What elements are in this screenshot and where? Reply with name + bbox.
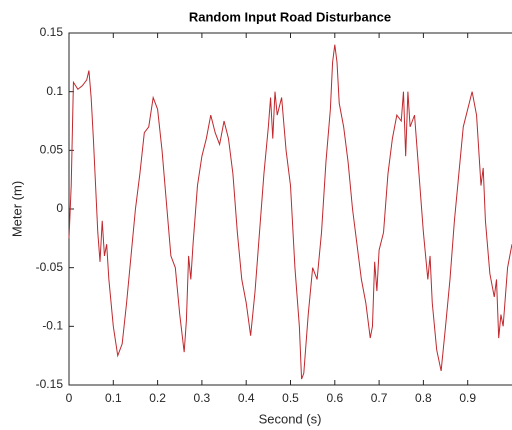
x-tick-label: 0.1 — [105, 391, 122, 405]
data-line — [68, 44, 512, 380]
x-tick-label: 0.4 — [238, 391, 255, 405]
x-tick-label: 0.2 — [149, 391, 166, 405]
x-tick-label: 0.5 — [282, 391, 299, 405]
y-tick-label: -0.15 — [36, 377, 64, 391]
y-tick-label: 0.1 — [46, 84, 63, 98]
x-tick-label: 0.8 — [415, 391, 432, 405]
x-axis-label: Second (s) — [259, 411, 322, 426]
x-tick-label: 0.7 — [371, 391, 388, 405]
plot-area — [68, 32, 512, 386]
y-tick-label: -0.1 — [42, 319, 63, 333]
y-tick-label: 0 — [56, 201, 63, 215]
y-tick-label: 0.05 — [40, 143, 64, 157]
x-tick-label: 0.6 — [326, 391, 343, 405]
y-axis-label: Meter (m) — [9, 181, 24, 237]
x-tick-label: 0.9 — [459, 391, 476, 405]
chart-title: Random Input Road Disturbance — [189, 9, 391, 24]
x-tick-label: 0.3 — [194, 391, 211, 405]
y-tick-label: 0.15 — [40, 25, 64, 39]
y-tick-label: -0.05 — [36, 260, 64, 274]
x-tick-label: 0 — [66, 391, 73, 405]
